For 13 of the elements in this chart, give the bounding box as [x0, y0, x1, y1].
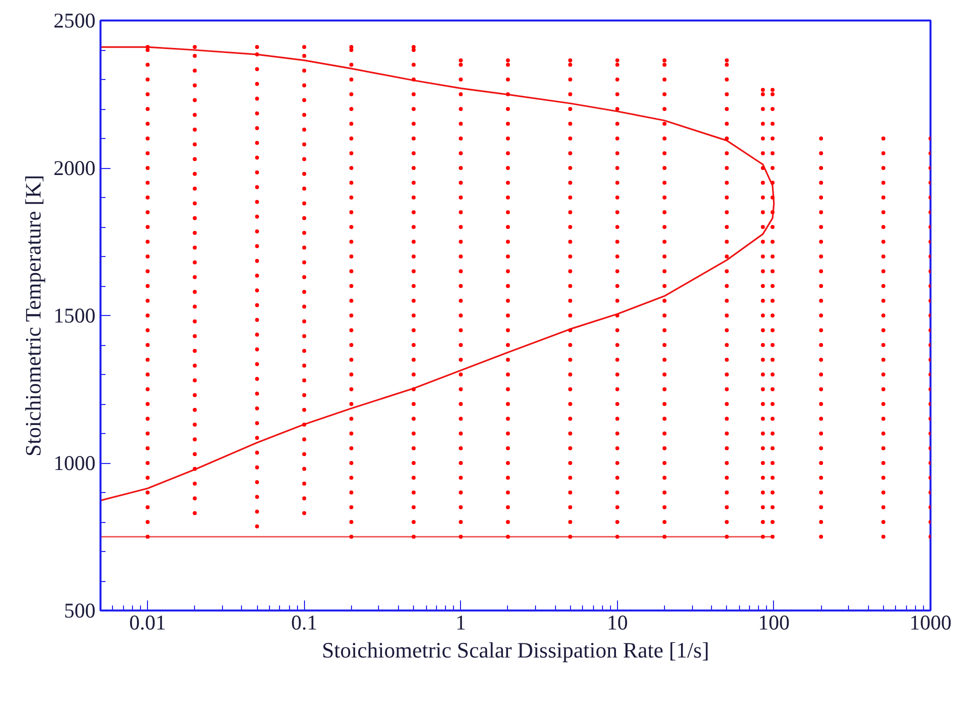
y-tick-label: 2000: [54, 156, 96, 180]
y-tick-label: 500: [64, 598, 96, 622]
x-tick-label: 1: [456, 610, 466, 634]
y-tick-label: 1500: [54, 304, 96, 328]
x-tick-label: 1000: [910, 610, 952, 634]
y-tick-label: 1000: [54, 451, 96, 475]
x-tick-label: 100: [758, 610, 790, 634]
x-axis-title: Stoichiometric Scalar Dissipation Rate [1/s]: [322, 638, 710, 662]
y-axis-title: Stoichiometric Temperature [K]: [20, 174, 46, 456]
y-tick-label: 2500: [54, 8, 96, 32]
x-tick-label: 0.01: [129, 610, 166, 634]
x-tick-label: 10: [606, 610, 628, 634]
x-tick-label: 0.1: [291, 610, 318, 634]
